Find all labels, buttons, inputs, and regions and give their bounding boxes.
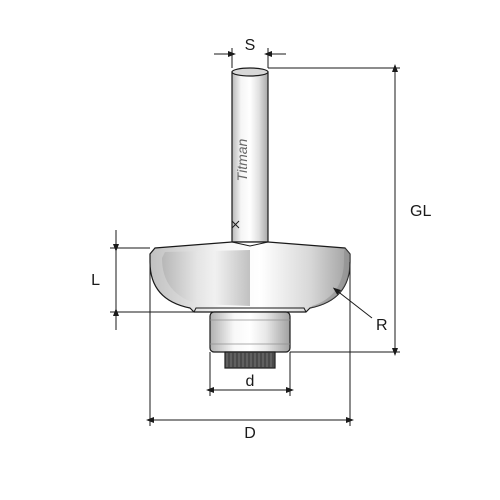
label-gl: GL <box>410 203 431 220</box>
label-r: R <box>376 317 388 334</box>
bearing <box>210 312 290 352</box>
dimension-s: S <box>214 37 286 68</box>
label-D: D <box>244 425 256 442</box>
brand-text: Titman <box>234 138 250 181</box>
label-d: d <box>246 373 255 390</box>
cutter-body <box>150 242 350 312</box>
label-s: S <box>245 37 256 54</box>
router-bit-diagram: Titman <box>0 0 500 500</box>
dimension-r: R <box>336 290 388 334</box>
nut <box>225 352 275 368</box>
label-l: L <box>91 272 100 289</box>
